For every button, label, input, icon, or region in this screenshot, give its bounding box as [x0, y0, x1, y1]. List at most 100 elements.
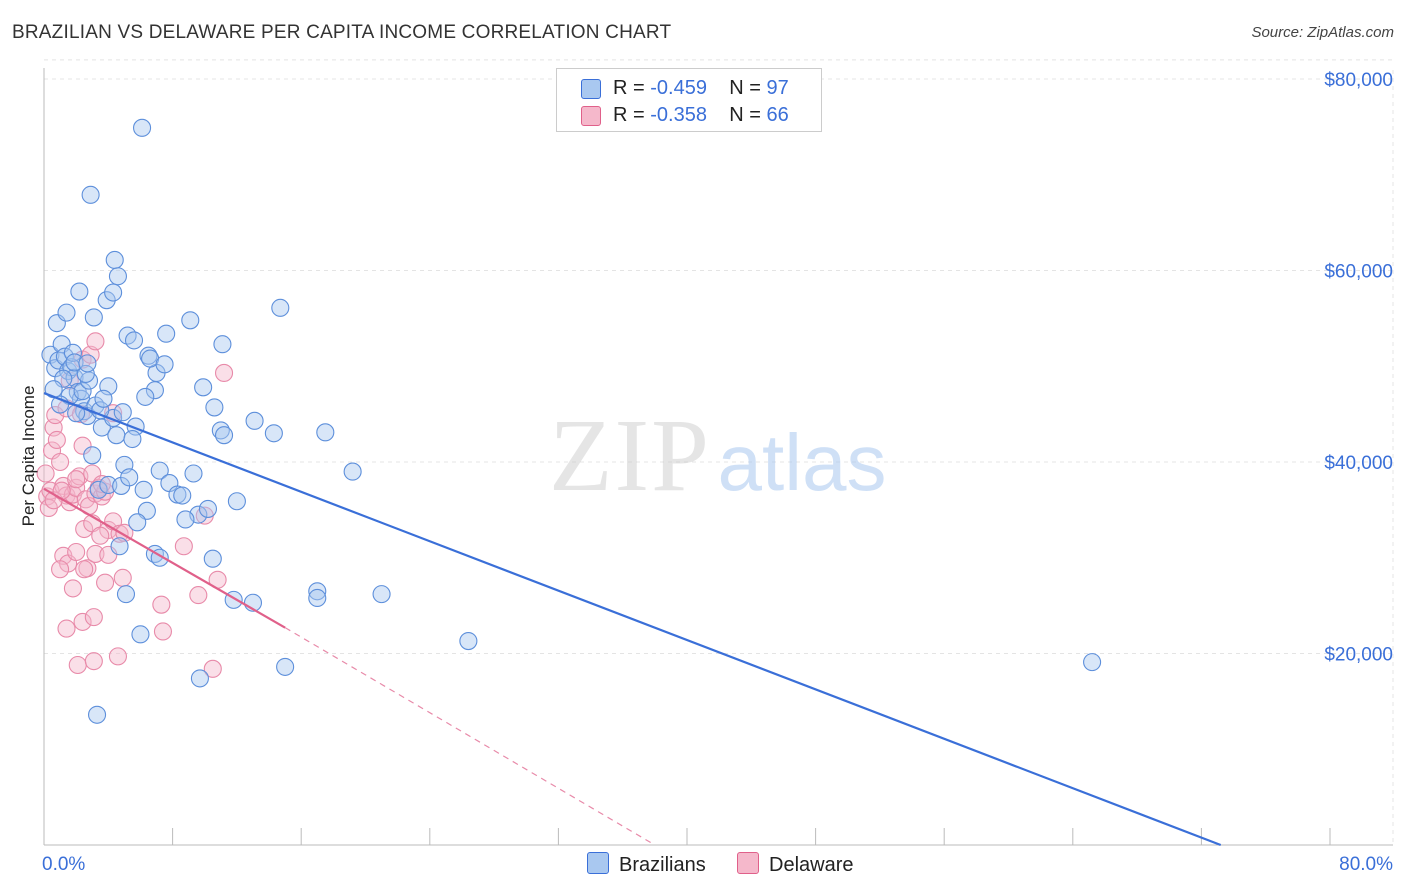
brazilians-point	[124, 331, 144, 350]
delaware-point	[73, 612, 92, 631]
brazilians-point	[271, 298, 290, 317]
brazilians-point	[150, 461, 169, 480]
brazilians-point	[343, 462, 362, 481]
delaware-point	[51, 560, 70, 579]
brazilians-point	[131, 625, 150, 644]
watermark-atlas: atlas	[718, 418, 887, 507]
delaware-point	[73, 436, 92, 455]
bottom-legend-label-brazilians: Brazilians	[619, 854, 706, 876]
brazilians-trend-line	[43, 392, 1222, 847]
brazilians-point	[136, 387, 155, 406]
brazilians-point	[113, 403, 132, 422]
brazilians-point	[205, 398, 224, 417]
brazilians-point	[184, 464, 203, 483]
brazilians-point	[78, 354, 97, 373]
source-label: Source: ZipAtlas.com	[1251, 24, 1394, 41]
correlation-legend: R = -0.459 N = 97 R = -0.358 N = 66	[556, 68, 822, 132]
bottom-legend-swatch-brazilians	[587, 852, 609, 874]
chart-title: BRAZILIAN VS DELAWARE PER CAPITA INCOME …	[12, 22, 672, 43]
brazilians-point	[128, 513, 147, 532]
delaware-point	[46, 406, 65, 425]
brazilians-point	[84, 308, 103, 327]
brazilians-point	[155, 355, 174, 374]
bottom-legend-label-delaware: Delaware	[769, 854, 854, 876]
brazilians-point	[203, 549, 222, 568]
brazilians-point	[372, 585, 391, 604]
y-tick-label: $20,000	[1324, 645, 1393, 666]
brazilians-point	[89, 480, 108, 499]
delaware-point	[91, 526, 110, 545]
delaware-point	[47, 430, 66, 450]
brazilians-point	[108, 267, 127, 286]
y-axis-label: Per Capita Income	[19, 386, 38, 527]
delaware-point	[57, 619, 76, 638]
brazilians-point	[198, 499, 218, 518]
delaware-point	[84, 652, 103, 671]
brazilians-point	[211, 421, 230, 440]
bottom-legend-delaware: Delaware	[737, 852, 853, 877]
y-tick-label: $40,000	[1324, 453, 1393, 474]
brazilians-point	[157, 324, 176, 343]
brazilians-point	[173, 486, 192, 505]
legend-r-value-delaware: -0.358	[650, 104, 707, 126]
delaware-point	[75, 560, 94, 579]
delaware-point	[67, 542, 86, 562]
delaware-point	[96, 573, 115, 592]
legend-swatch-delaware	[581, 106, 601, 126]
delaware-point	[153, 622, 173, 641]
legend-n-label: N =	[729, 104, 767, 126]
brazilians-point	[83, 446, 102, 465]
brazilians-point	[81, 185, 100, 204]
brazilians-point	[245, 411, 264, 430]
brazilians-point	[116, 585, 136, 604]
brazilians-point	[459, 632, 478, 651]
x-tick-label-min: 0.0%	[42, 854, 85, 875]
delaware-point	[92, 474, 111, 494]
brazilians-point	[110, 537, 129, 556]
brazilians-point	[120, 468, 139, 487]
brazilians-point	[181, 311, 200, 330]
delaware-trend-extension	[284, 627, 656, 846]
legend-n-value-delaware: 66	[766, 104, 789, 126]
brazilians-point	[264, 424, 283, 443]
brazilians-point	[99, 475, 118, 495]
delaware-point	[86, 544, 105, 563]
brazilians-point	[94, 389, 113, 408]
brazilians-point	[134, 480, 153, 499]
y-tick-label: $60,000	[1324, 262, 1393, 283]
x-tick-label-max: 80.0%	[1339, 854, 1393, 875]
trend-lines	[43, 392, 1222, 847]
delaware-point	[214, 363, 234, 383]
bottom-legend-swatch-delaware	[737, 852, 759, 874]
watermark: ZIP atlas	[549, 398, 886, 513]
brazilians-point	[194, 378, 213, 397]
brazilians-point	[190, 669, 209, 688]
legend-r-value-brazilians: -0.459	[650, 77, 707, 99]
brazilians-point	[176, 510, 195, 529]
brazilians-point	[145, 381, 164, 400]
brazilians-point	[308, 582, 327, 601]
legend-r-label: R =	[613, 104, 651, 126]
brazilians-point	[133, 118, 152, 137]
delaware-point	[86, 332, 105, 351]
delaware-trend-line	[43, 487, 286, 629]
delaware-point	[36, 464, 55, 483]
brazilians-point	[65, 353, 84, 372]
delaware-point	[113, 568, 132, 587]
brazilians-point	[57, 303, 76, 322]
delaware-point	[108, 647, 127, 666]
brazilians-point	[73, 382, 92, 401]
brazilians-point	[97, 291, 116, 310]
brazilians-point	[107, 426, 126, 445]
axes	[43, 68, 1393, 846]
delaware-point	[68, 655, 87, 675]
delaware-point	[84, 608, 103, 627]
legend-r-label: R =	[613, 77, 651, 99]
brazilians-point	[70, 282, 89, 301]
watermark-zip: ZIP	[549, 398, 711, 513]
legend-swatch-brazilians	[581, 79, 601, 99]
legend-n-label: N =	[729, 77, 767, 99]
delaware-point	[51, 452, 70, 472]
tick-labels: $20,000 $40,000 $60,000 $80,000 0.0% 80.0%	[42, 70, 1393, 875]
brazilians-point	[105, 250, 124, 270]
